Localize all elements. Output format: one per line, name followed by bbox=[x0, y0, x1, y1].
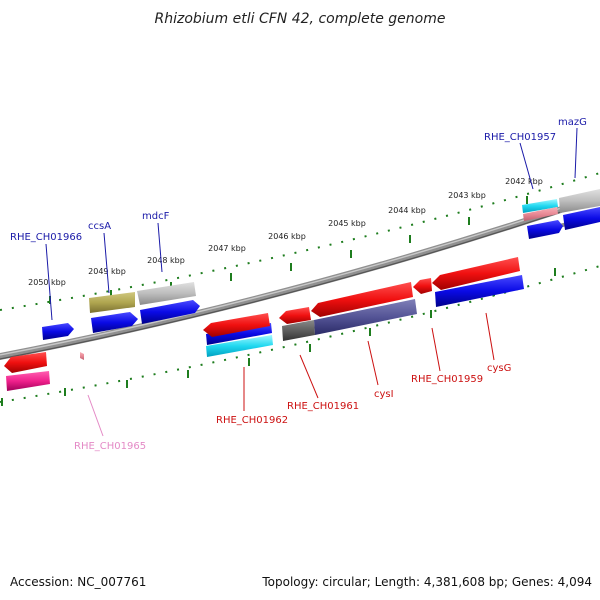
gene-label-rhe-ch01959[interactable]: RHE_CH01959 bbox=[411, 374, 483, 385]
tick-label: 2042 kbp bbox=[505, 177, 543, 186]
gene-feature[interactable] bbox=[137, 282, 196, 305]
backbone-highlight bbox=[0, 194, 600, 356]
gene-label-rhe-ch01966[interactable]: RHE_CH01966 bbox=[10, 232, 82, 243]
gene-feature[interactable] bbox=[282, 320, 315, 341]
gene-label-rhe-ch01957[interactable]: RHE_CH01957 bbox=[484, 132, 556, 143]
gene-feature[interactable] bbox=[4, 352, 47, 373]
gene-label-ccsa[interactable]: ccsA bbox=[88, 221, 111, 232]
gene-feature[interactable] bbox=[413, 278, 432, 294]
gene-label-cysi[interactable]: cysI bbox=[374, 389, 394, 400]
gene-label-rhe-ch01961[interactable]: RHE_CH01961 bbox=[287, 401, 359, 412]
forward-strand-features bbox=[42, 189, 600, 357]
gene-feature[interactable] bbox=[42, 323, 74, 340]
gene-feature[interactable] bbox=[523, 207, 558, 221]
tick-label: 2048 kbp bbox=[147, 256, 185, 265]
label-leaders bbox=[45, 127, 578, 437]
gene-feature[interactable] bbox=[432, 257, 520, 290]
gene-feature[interactable] bbox=[435, 275, 524, 307]
reverse-strand-features bbox=[4, 257, 520, 391]
gene-label-mazg[interactable]: mazG bbox=[558, 117, 587, 128]
map-title: Rhizobium etli CFN 42, complete genome bbox=[155, 11, 446, 27]
gene-feature[interactable] bbox=[314, 299, 417, 335]
gene-feature[interactable] bbox=[279, 307, 311, 324]
gene-feature[interactable] bbox=[91, 312, 138, 333]
gene-feature[interactable] bbox=[311, 282, 413, 317]
gene-feature[interactable] bbox=[203, 313, 270, 337]
tick-label: 2050 kbp bbox=[28, 278, 66, 287]
gene-feature[interactable] bbox=[206, 335, 273, 357]
accession-text: Accession: NC_007761 bbox=[10, 575, 146, 589]
tick-label: 2043 kbp bbox=[448, 191, 486, 200]
tick-label: 2046 kbp bbox=[268, 232, 306, 241]
tick-label: 2047 kbp bbox=[208, 244, 246, 253]
gene-feature[interactable] bbox=[559, 189, 600, 213]
gene-feature[interactable] bbox=[140, 300, 200, 324]
gene-feature[interactable] bbox=[6, 371, 50, 391]
genome-summary-text: Topology: circular; Length: 4,381,608 bp… bbox=[261, 575, 592, 589]
tick-label: 2044 kbp bbox=[388, 206, 426, 215]
gene-label-rhe-ch01965[interactable]: RHE_CH01965 bbox=[74, 441, 146, 452]
gene-feature[interactable] bbox=[527, 220, 563, 239]
backbone-shadow bbox=[0, 198, 600, 360]
gene-label-mdcf[interactable]: mdcF bbox=[142, 211, 170, 222]
gene-feature[interactable] bbox=[522, 199, 558, 213]
gene-feature[interactable] bbox=[89, 292, 135, 313]
gene-label-cysg[interactable]: cysG bbox=[487, 363, 511, 374]
gene-label-rhe-ch01962[interactable]: RHE_CH01962 bbox=[216, 415, 288, 426]
tick-label: 2045 kbp bbox=[328, 219, 366, 228]
gene-feature[interactable] bbox=[563, 207, 600, 230]
gene-feature[interactable] bbox=[80, 352, 84, 360]
